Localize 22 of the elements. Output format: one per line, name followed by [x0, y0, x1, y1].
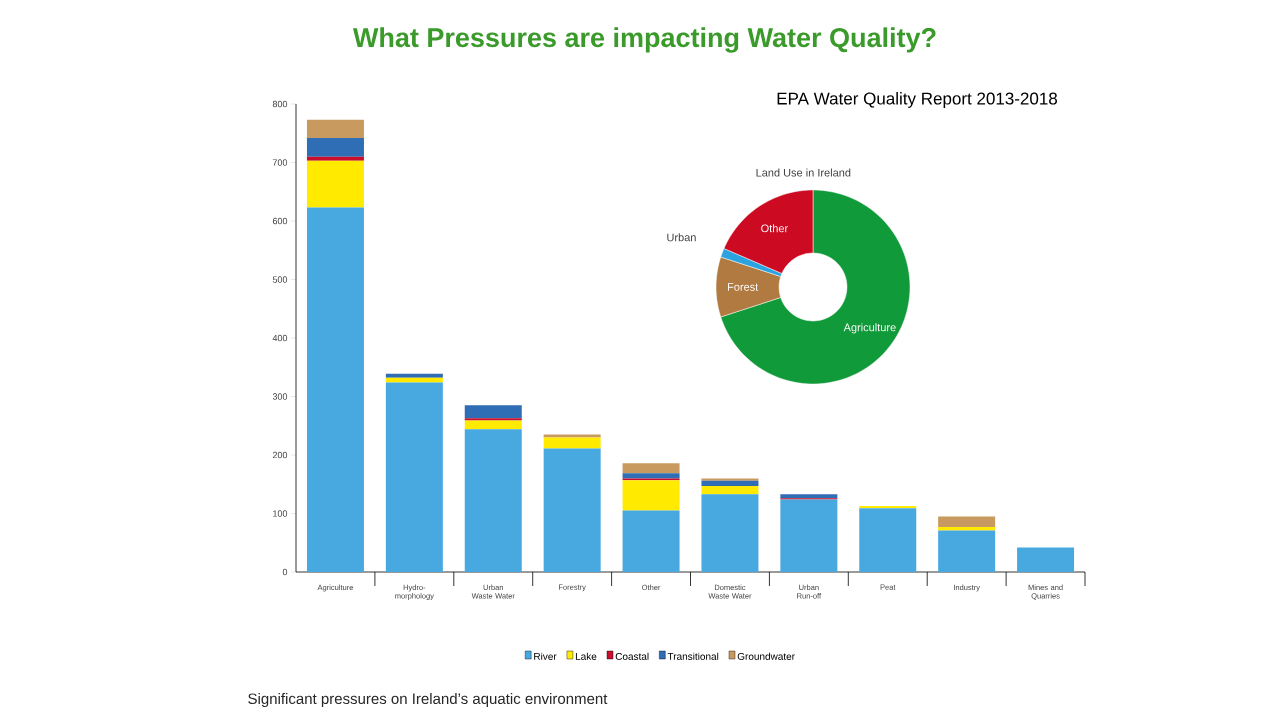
chart-subtitle: EPA Water Quality Report 2013-2018	[777, 92, 1058, 108]
legend-label: Transitional	[667, 652, 719, 660]
y-tick-label: 600	[272, 217, 288, 225]
y-tick-label: 200	[272, 451, 288, 459]
y-tick-label: 500	[272, 276, 288, 283]
slice-label: Other	[761, 224, 788, 233]
chart-title: Land Use in Ireland	[756, 168, 851, 177]
chart-title: What Pressures are impacting Water Quality?	[352, 27, 936, 53]
y-tick-label: 400	[272, 334, 288, 342]
slice-label: Urban	[667, 233, 696, 242]
legend-label: River	[534, 652, 557, 660]
slice-label: Agriculture	[843, 323, 896, 334]
y-tick-label: 800	[272, 100, 288, 108]
legend-label: Coastal	[615, 652, 649, 660]
legend-label: Lake	[575, 652, 597, 660]
y-tick-label: 300	[272, 393, 288, 400]
y-tick-label: 0	[282, 568, 288, 576]
legend-label: Groundwater	[737, 652, 795, 660]
y-tick-label: 700	[272, 159, 288, 166]
slice-label: Forest	[728, 283, 759, 291]
y-tick-label: 100	[273, 510, 288, 517]
text: Significant pressures on Ireland’s aquatic environment	[248, 693, 608, 707]
